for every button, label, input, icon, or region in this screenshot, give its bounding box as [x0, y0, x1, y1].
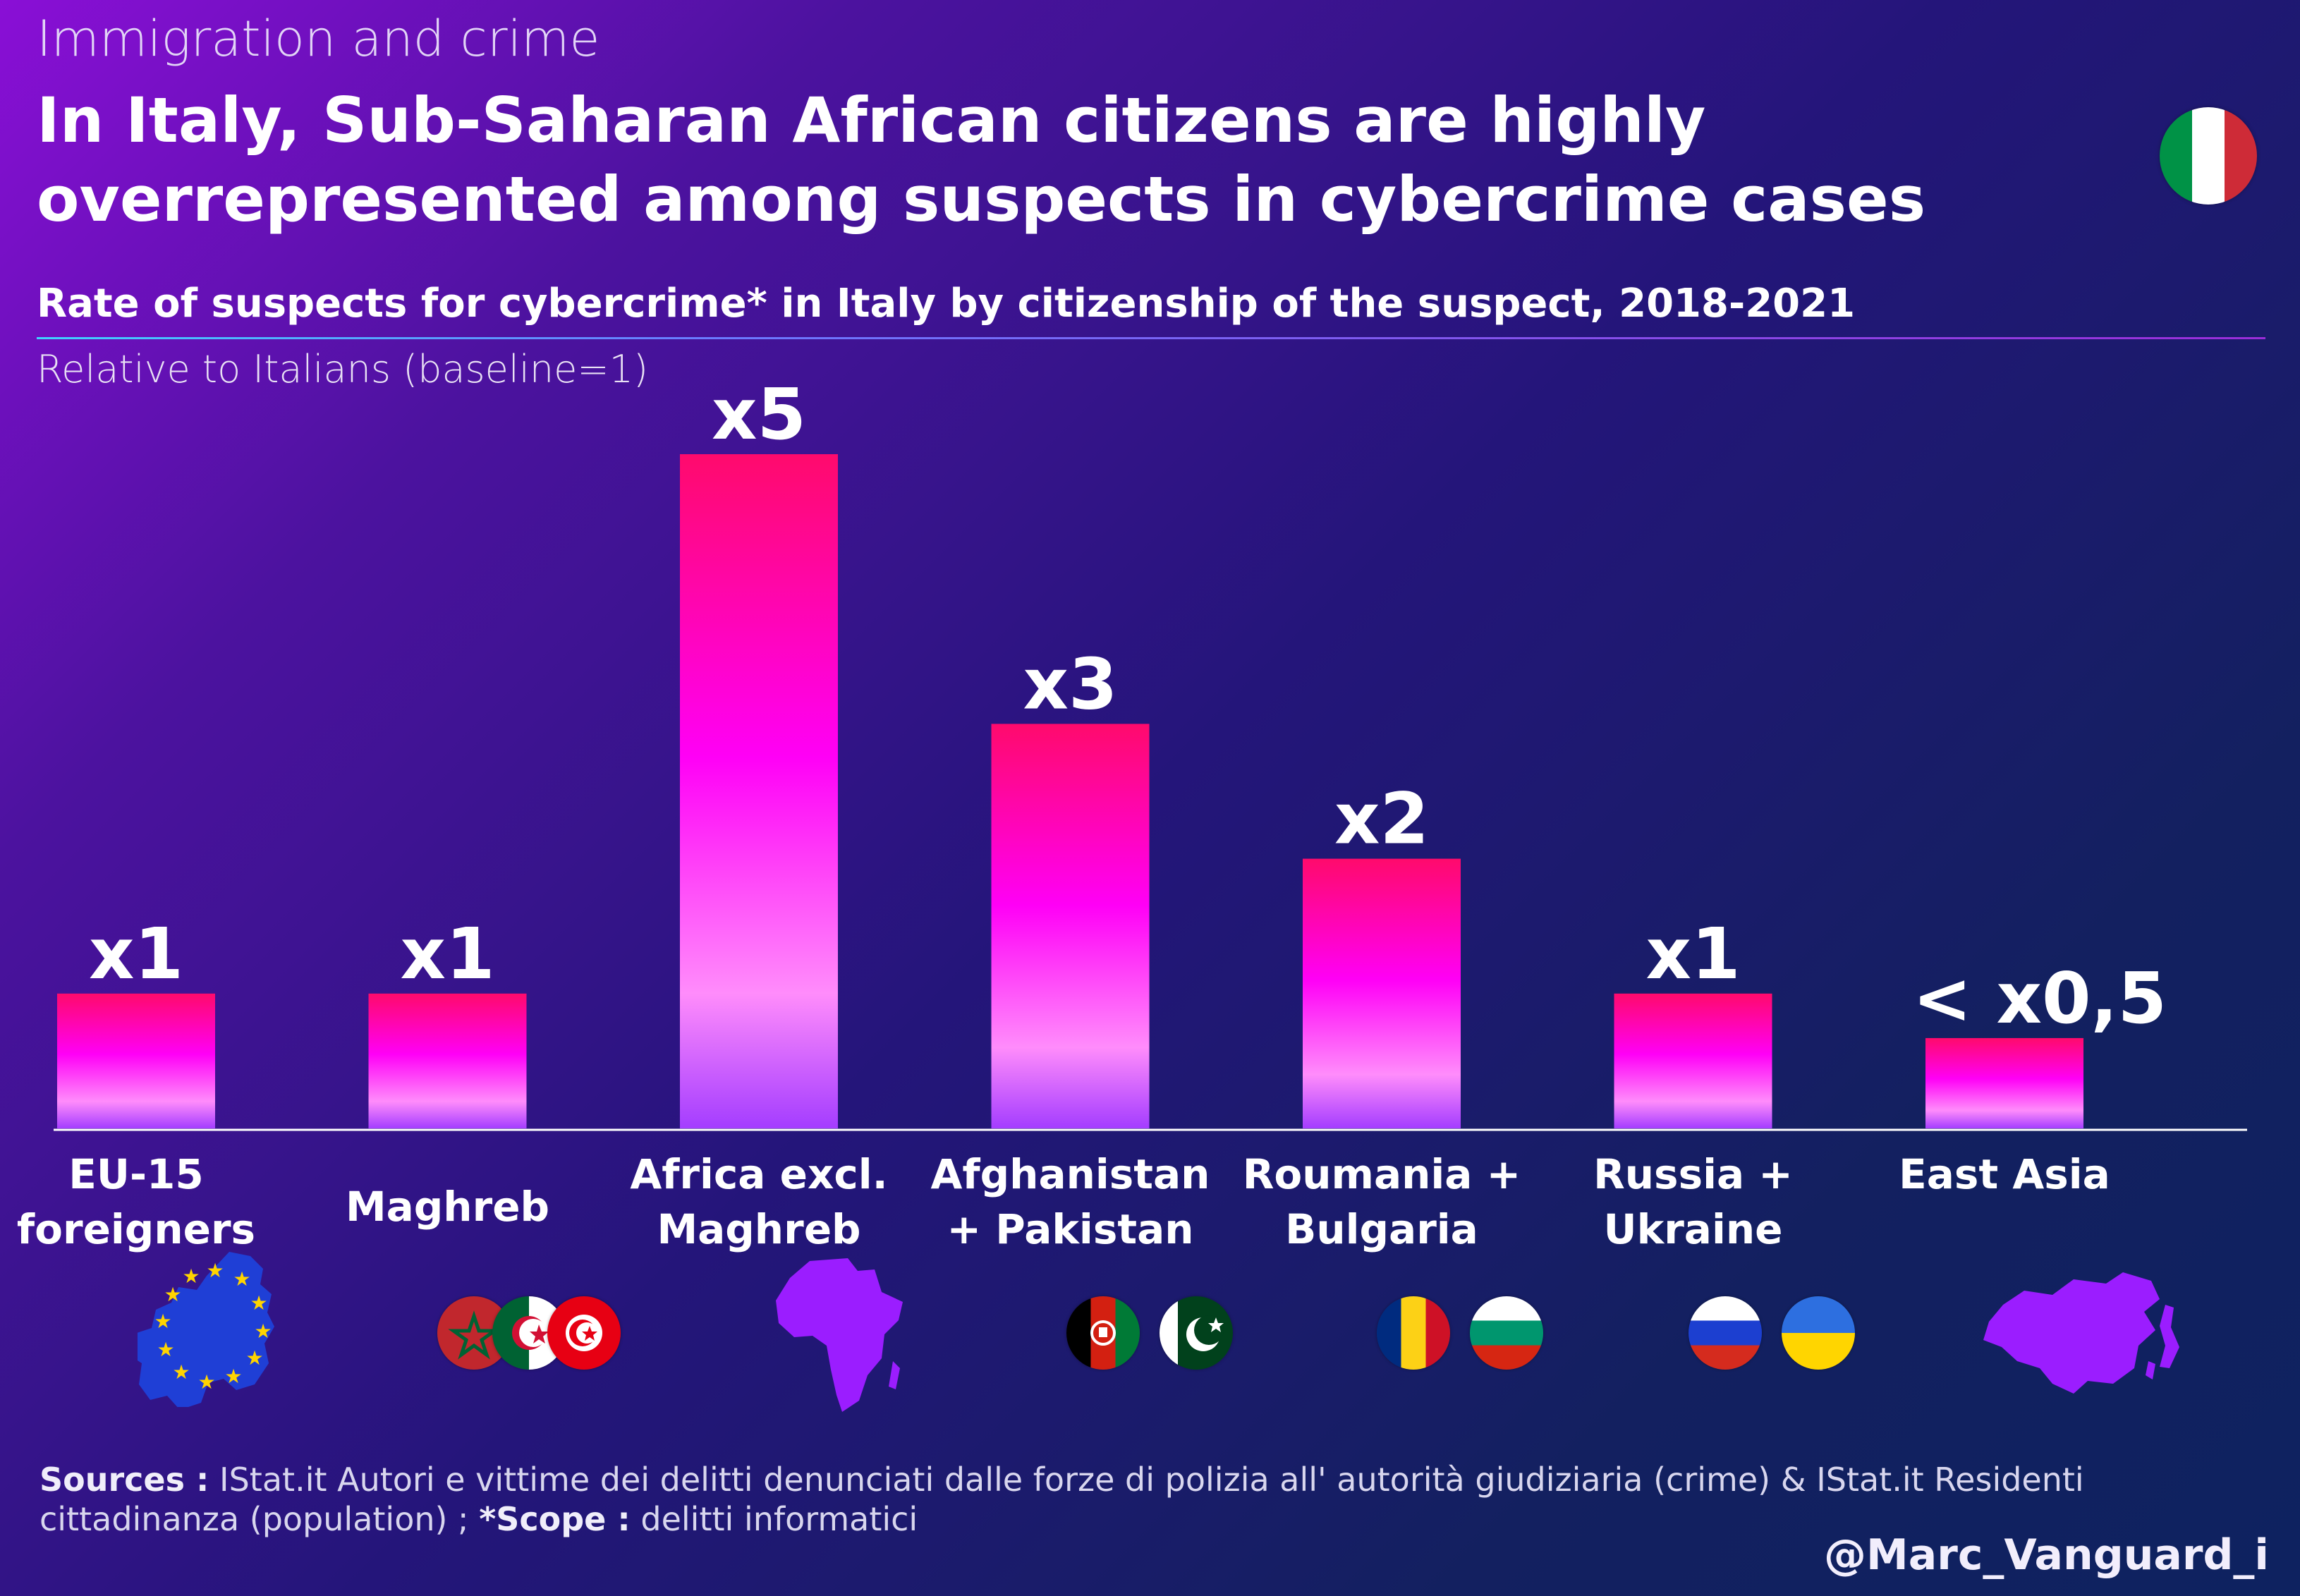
africa-map-icon: [776, 1258, 903, 1412]
headline: In Italy, Sub-Saharan African citizens a…: [37, 84, 1926, 236]
algeria-flag-icon: [492, 1296, 566, 1370]
bar: [680, 454, 838, 1128]
svg-text:★: ★: [197, 1370, 215, 1394]
afghanistan-flag-icon: [1066, 1296, 1140, 1370]
icon-group-africa: [734, 1258, 945, 1412]
bulgaria-flag-icon: [1470, 1296, 1543, 1370]
bar: [368, 993, 527, 1128]
category-label: East Asia: [1899, 1150, 2110, 1198]
data-label: x1: [1645, 913, 1740, 995]
category-label: Maghreb: [346, 1183, 549, 1231]
svg-text:★: ★: [154, 1310, 171, 1333]
category-label: Roumania + Bulgaria: [1243, 1150, 1521, 1253]
svg-text:★: ★: [164, 1283, 181, 1306]
scope-label: *Scope :: [479, 1500, 631, 1538]
romania-flag-icon: [1377, 1296, 1450, 1370]
svg-text:★: ★: [250, 1291, 267, 1315]
east-asia-map-icon: [1983, 1272, 2179, 1394]
category-label: Russia + Ukraine: [1593, 1150, 1793, 1253]
bar: [1925, 1037, 2083, 1128]
svg-text:★: ★: [233, 1267, 250, 1291]
bar: [991, 724, 1150, 1128]
icon-group-afpak: [1044, 1291, 1255, 1375]
icon-group-eu15: ★ ★ ★ ★ ★ ★ ★ ★ ★ ★ ★ ★: [109, 1252, 321, 1407]
category-label: Afghanistan + Pakistan: [931, 1150, 1210, 1253]
category-label: EU-15 foreigners: [17, 1150, 255, 1253]
svg-text:★: ★: [245, 1346, 263, 1370]
svg-text:★: ★: [172, 1360, 190, 1384]
bar: [1614, 993, 1772, 1128]
russia-flag-icon: [1689, 1296, 1762, 1370]
subtitle-rule: [37, 337, 2265, 339]
data-label: x3: [1023, 642, 1117, 725]
icon-group-eastasia: [1968, 1272, 2201, 1394]
kicker: Immigration and crime: [37, 10, 600, 68]
icon-group-maghreb: [416, 1291, 642, 1375]
icon-group-robg: [1354, 1291, 1566, 1375]
tunisia-flag-icon: [547, 1296, 621, 1370]
sources-label: Sources :: [39, 1461, 209, 1499]
data-label: x5: [712, 373, 806, 456]
svg-text:★: ★: [254, 1320, 272, 1343]
data-label: x2: [1334, 778, 1429, 860]
svg-text:★: ★: [182, 1265, 200, 1288]
svg-text:★: ★: [224, 1365, 242, 1388]
svg-text:★: ★: [206, 1259, 224, 1282]
icon-group-ruua: [1666, 1291, 1878, 1375]
bar: [1303, 858, 1461, 1128]
chart-subtitle: Rate of suspects for cybercrime* in Ital…: [37, 281, 1856, 327]
data-label: x1: [89, 913, 183, 995]
category-label: Africa excl. Maghreb: [630, 1150, 887, 1253]
svg-text:★: ★: [157, 1338, 174, 1361]
author-handle: @Marc_Vanguard_i: [1824, 1530, 2269, 1580]
data-label: x1: [400, 913, 494, 995]
sources-text: IStat.it Autori e vittime dei delitti de…: [39, 1461, 2084, 1538]
unit-note: Relative to Italians (baseline=1): [37, 347, 649, 391]
data-label: < x0,5: [1913, 957, 2167, 1040]
ukraine-flag-icon: [1782, 1296, 1855, 1370]
bar: [57, 993, 215, 1128]
scope-text: delitti informatici: [630, 1500, 918, 1538]
pakistan-flag-icon: [1160, 1296, 1233, 1370]
eu-map-icon: ★ ★★ ★★★ ★★★ ★★★: [138, 1252, 274, 1407]
sources-note: Sources : IStat.it Autori e vittime dei …: [39, 1460, 2254, 1539]
